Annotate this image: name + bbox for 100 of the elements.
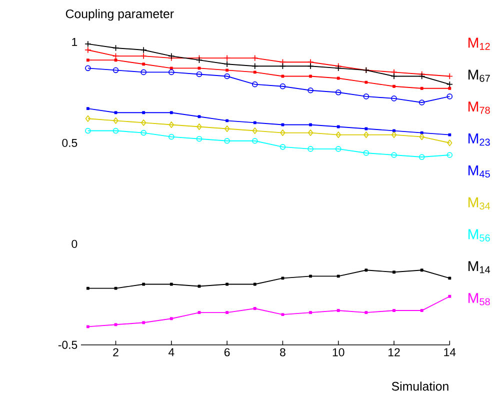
- point: [114, 58, 118, 62]
- point: [392, 84, 396, 88]
- point: [226, 310, 229, 314]
- x-tick-label: 6: [224, 348, 230, 356]
- point: [142, 62, 146, 66]
- point: [309, 310, 312, 314]
- point: [307, 62, 314, 70]
- point: [281, 123, 284, 126]
- point: [252, 81, 258, 88]
- point: [448, 86, 452, 90]
- point: [198, 284, 201, 288]
- point: [364, 127, 368, 130]
- point: [281, 276, 284, 280]
- point: [308, 146, 314, 152]
- point: [252, 54, 258, 62]
- point: [168, 121, 174, 128]
- series-label: M$_{78}$: [468, 101, 490, 114]
- series-label: M$_{58}$: [468, 292, 490, 306]
- point: [198, 114, 201, 118]
- point: [112, 44, 120, 52]
- point: [226, 282, 229, 286]
- point: [114, 110, 118, 114]
- point: [224, 125, 230, 132]
- point: [84, 46, 92, 54]
- point: [420, 308, 424, 312]
- point: [86, 325, 90, 328]
- x-tick-label: 2: [113, 348, 118, 356]
- point: [114, 322, 118, 326]
- point: [86, 286, 90, 290]
- x-tick-label: 4: [168, 348, 174, 356]
- point: [86, 106, 90, 110]
- text: M$_{34}$: [468, 197, 490, 210]
- point: [309, 274, 312, 278]
- series-label: M$_{14}$: [468, 261, 490, 273]
- point: [391, 152, 397, 158]
- point: [168, 69, 174, 75]
- point: [170, 282, 173, 286]
- point: [364, 131, 369, 138]
- point: [280, 83, 286, 90]
- point: [448, 294, 452, 298]
- point: [142, 110, 146, 114]
- point: [198, 310, 201, 314]
- point: [198, 66, 201, 70]
- x-tick-label: 10: [332, 348, 344, 356]
- point: [196, 123, 202, 130]
- point: [252, 138, 258, 144]
- point: [170, 316, 173, 320]
- point: [252, 127, 258, 134]
- text: M$_{12}$: [468, 38, 490, 50]
- text: M$_{23}$: [468, 133, 490, 146]
- point: [142, 320, 146, 324]
- point: [335, 146, 342, 152]
- y-tick-label: 1: [72, 38, 78, 46]
- x-tick-label: 12: [388, 348, 400, 356]
- point: [141, 119, 146, 126]
- point: [308, 87, 314, 94]
- point: [420, 86, 424, 90]
- point: [419, 133, 424, 140]
- point: [279, 62, 286, 70]
- point: [336, 76, 340, 80]
- point: [112, 52, 120, 60]
- point: [280, 129, 286, 136]
- point: [140, 69, 146, 75]
- point: [418, 154, 425, 160]
- point: [336, 274, 340, 278]
- point: [308, 129, 314, 136]
- y-tick-label: -0.5: [58, 340, 78, 349]
- point: [253, 306, 256, 310]
- point: [140, 52, 147, 60]
- point: [281, 312, 284, 316]
- point: [114, 286, 118, 290]
- series-label: M$_{67}$: [468, 70, 490, 82]
- point: [226, 119, 229, 122]
- point: [448, 276, 452, 280]
- point: [170, 66, 173, 70]
- point: [309, 74, 312, 78]
- point: [113, 117, 118, 124]
- point: [252, 62, 258, 70]
- point: [86, 58, 90, 62]
- point: [447, 139, 452, 146]
- point: [391, 131, 397, 138]
- y-tick-label: 0.5: [62, 138, 78, 147]
- point: [336, 125, 340, 128]
- point: [224, 138, 230, 144]
- point: [112, 128, 119, 134]
- point: [224, 73, 230, 79]
- point: [280, 144, 286, 150]
- x-tick-label: 14: [444, 348, 456, 356]
- point: [363, 93, 370, 100]
- point: [112, 67, 119, 73]
- point: [418, 99, 425, 106]
- x-axis-title: Simulation: [392, 381, 448, 391]
- point: [335, 89, 342, 96]
- y-axis-title: Coupling parameter: [66, 8, 174, 20]
- text: M$_{45}$: [468, 165, 490, 178]
- point: [85, 115, 91, 122]
- point: [253, 70, 256, 74]
- point: [420, 268, 424, 272]
- point: [168, 134, 174, 140]
- point: [391, 95, 397, 102]
